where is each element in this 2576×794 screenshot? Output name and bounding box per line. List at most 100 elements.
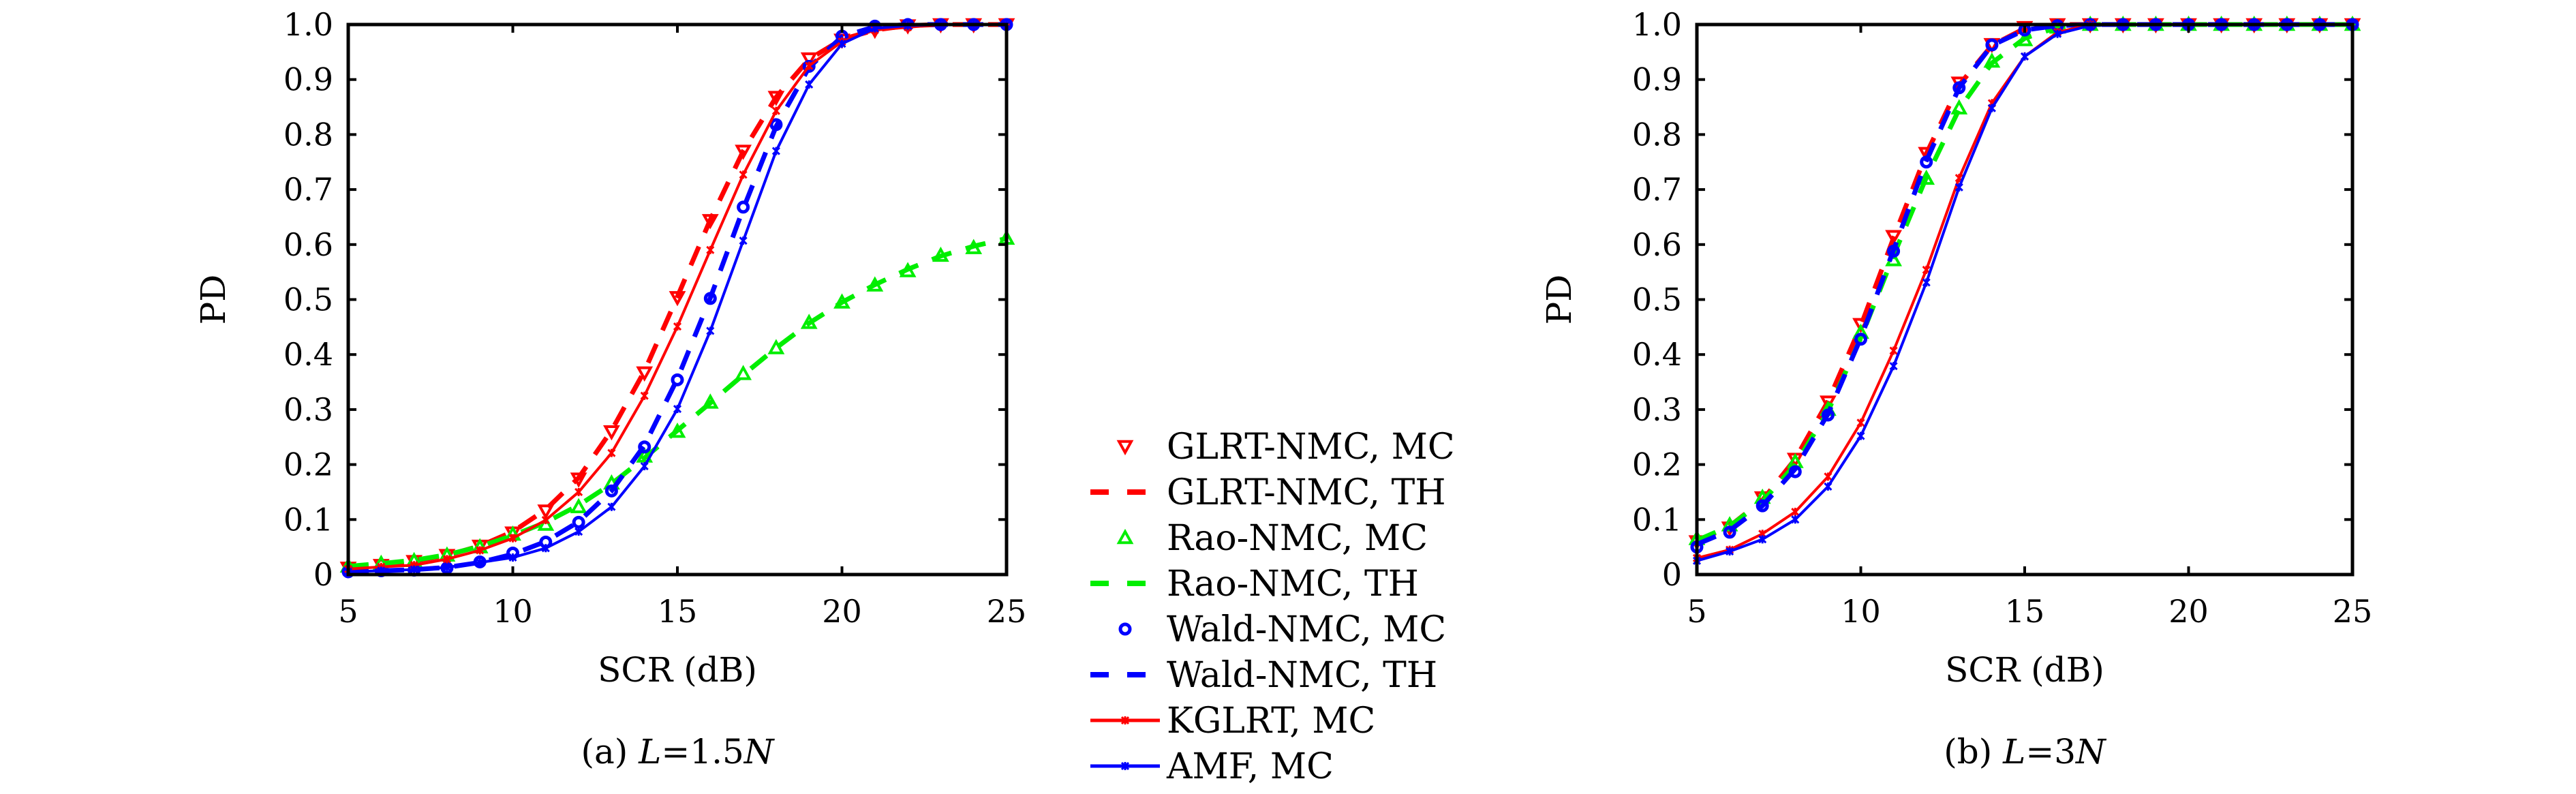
data-point <box>1856 418 1865 427</box>
y-tick-label: 0 <box>313 556 333 593</box>
x-tick-label: 10 <box>1841 593 1881 630</box>
legend-marker <box>1116 528 1134 545</box>
data-point <box>671 373 684 386</box>
x-tick-label: 5 <box>1687 593 1706 630</box>
data-point <box>701 393 719 409</box>
caption-part: (b) <box>1944 732 2003 772</box>
caption-part: =3 <box>2025 732 2076 772</box>
data-point <box>541 544 550 553</box>
x-tick-label: 15 <box>658 593 698 630</box>
data-point <box>1791 507 1800 517</box>
series-line <box>348 236 1007 569</box>
caption-part: L <box>638 732 661 772</box>
x-tick-label: 5 <box>338 593 358 630</box>
legend-label: GLRT-NMC, MC <box>1167 427 1455 468</box>
data-point <box>2020 52 2029 61</box>
data-point <box>706 245 715 254</box>
series-line <box>1696 22 2352 547</box>
data-point <box>1954 183 1963 192</box>
data-point <box>1885 230 1902 245</box>
legend-marker <box>1116 440 1134 456</box>
data-point <box>739 236 748 245</box>
y-tick-label: 0.8 <box>1632 116 1682 153</box>
y-tick-label: 0.9 <box>1632 61 1682 98</box>
series-line <box>1696 23 2352 562</box>
y-tick-label: 1.0 <box>283 6 333 43</box>
data-point <box>607 502 616 511</box>
data-point <box>1987 104 1996 112</box>
y-axis-label: PD <box>1539 275 1579 325</box>
legend-label: GLRT-NMC, TH <box>1167 472 1446 513</box>
y-tick-label: 0.4 <box>283 336 333 373</box>
x-axis-label: SCR (dB) <box>598 650 757 690</box>
data-point <box>1791 515 1800 524</box>
series-line <box>348 22 1007 575</box>
y-tick-label: 0.7 <box>1632 171 1682 208</box>
data-point <box>838 40 846 48</box>
legend-label: AMF, MC <box>1166 746 1334 787</box>
y-tick-label: 0.5 <box>1632 281 1682 318</box>
legend-marker <box>1120 716 1130 725</box>
y-tick-label: 0.2 <box>1632 446 1682 483</box>
data-point <box>508 553 517 562</box>
y-tick-label: 0.6 <box>1632 226 1682 263</box>
data-point <box>638 440 651 454</box>
legend-item: Wald-NMC, MC <box>1118 609 1446 650</box>
data-point <box>607 448 616 457</box>
legend-item: AMF, MC <box>1090 746 1334 787</box>
y-tick-label: 0.1 <box>283 501 333 538</box>
data-point <box>1723 525 1736 539</box>
data-point <box>735 144 752 160</box>
caption-part: (a) <box>581 732 639 772</box>
data-point <box>1889 346 1898 355</box>
caption-part: N <box>743 732 776 772</box>
data-point <box>771 106 780 115</box>
data-point <box>1889 362 1898 371</box>
y-tick-label: 0.1 <box>1632 501 1682 538</box>
legend-item: Wald-NMC, TH <box>1090 655 1437 696</box>
x-tick-label: 15 <box>2005 593 2045 630</box>
data-point <box>640 391 649 400</box>
y-tick-label: 1.0 <box>1632 6 1682 43</box>
legend-label: Wald-NMC, MC <box>1167 609 1446 650</box>
legend-label: Rao-NMC, MC <box>1167 518 1428 559</box>
x-axis-label: SCR (dB) <box>1945 650 2104 690</box>
data-point <box>604 484 618 498</box>
data-point <box>1922 278 1931 287</box>
data-point <box>442 563 451 572</box>
data-point <box>442 555 451 564</box>
y-tick-label: 0.8 <box>283 116 333 153</box>
y-tick-label: 0.9 <box>283 61 333 98</box>
y-tick-label: 0.6 <box>283 226 333 263</box>
data-point <box>739 170 748 179</box>
series-line <box>1696 22 2352 544</box>
y-tick-label: 0.3 <box>283 391 333 428</box>
data-point <box>603 425 620 441</box>
series-line <box>348 23 1007 573</box>
data-point <box>805 61 814 70</box>
caption-part: L <box>2002 732 2025 772</box>
y-tick-label: 0.5 <box>283 281 333 318</box>
data-point <box>570 498 587 513</box>
y-tick-label: 0.7 <box>283 171 333 208</box>
y-tick-label: 0 <box>1662 556 1682 593</box>
legend-item: Rao-NMC, MC <box>1116 518 1428 559</box>
chart-title: (a) L=1.5N <box>581 732 775 772</box>
series-line <box>348 22 1007 570</box>
data-point <box>537 504 555 520</box>
data-point <box>1824 472 1833 481</box>
data-point <box>673 322 682 331</box>
data-point <box>574 487 583 497</box>
data-point <box>537 515 555 531</box>
data-point <box>508 534 517 543</box>
data-point <box>805 80 814 89</box>
data-point <box>800 52 818 68</box>
data-point <box>476 546 485 555</box>
plot-frame <box>346 22 1009 577</box>
data-point <box>636 366 654 382</box>
data-point <box>1758 535 1767 544</box>
chart-title: (b) L=3N <box>1944 732 2107 772</box>
caption-part: =1.5 <box>661 732 743 772</box>
